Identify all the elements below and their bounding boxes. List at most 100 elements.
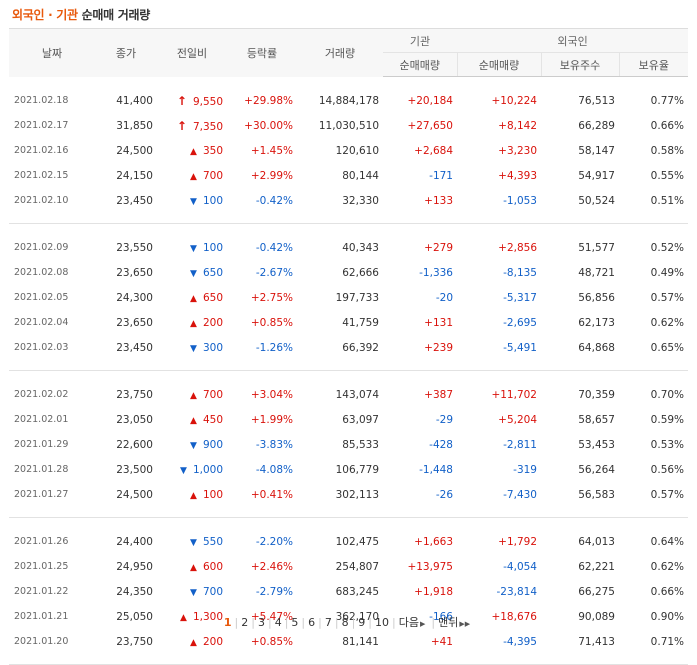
foreign-net-cell: +1,792: [498, 535, 537, 548]
table-row: 2021.01.26 24,400 ▼ 550 -2.20% 102,475 +1,663 +…: [9, 529, 688, 554]
table-row: 2021.01.29 22,600 ▼ 900 -3.83% 85,533 -428 -2,8…: [9, 432, 688, 457]
change-cell: ▲ 100: [157, 482, 227, 507]
close-cell: 24,350: [116, 585, 153, 598]
volume-cell: 197,733: [335, 291, 379, 304]
volume-cell: 14,884,178: [318, 94, 379, 107]
holdings-cell: 48,721: [578, 266, 615, 279]
page-link-3[interactable]: 3: [257, 616, 265, 629]
divider-cell: [9, 360, 689, 371]
table-row: 2021.02.15 24,150 ▲ 700 +2.99% 80,144 -171 +4,3…: [9, 163, 688, 188]
up-triangle-icon: ▲: [190, 390, 197, 401]
next-label: 다음: [398, 616, 419, 629]
holdings-cell: 50,524: [578, 194, 615, 207]
table-row: 2021.02.02 23,750 ▲ 700 +3.04% 143,074 +387 +11…: [9, 382, 688, 407]
table-row: 2021.02.05 24,300 ▲ 650 +2.75% 197,733 -20 -5,3…: [9, 285, 688, 310]
volume-cell: 85,533: [342, 438, 379, 451]
holdings-cell: 58,147: [578, 144, 615, 157]
last-button[interactable]: 맨뒤▶▶: [438, 614, 473, 630]
date-cell: 2021.01.25: [14, 561, 69, 572]
page-separator: |: [234, 616, 239, 629]
page-separator: |: [284, 616, 289, 629]
rate-cell: +1.99%: [250, 413, 293, 426]
close-cell: 23,750: [116, 635, 153, 648]
change-value: 9,550: [192, 95, 223, 108]
change-cell: ▼ 900: [157, 432, 227, 457]
header-change: 전일비: [157, 28, 227, 77]
group-divider: [9, 654, 689, 665]
institution-net-cell: +20,184: [407, 94, 453, 107]
foreign-net-cell: -2,695: [503, 316, 537, 329]
page-link-7[interactable]: 7: [324, 616, 332, 629]
date-cell: 2021.01.22: [14, 586, 69, 597]
holdings-cell: 51,577: [578, 241, 615, 254]
change-value: 100: [202, 194, 223, 207]
down-triangle-icon: ▼: [190, 587, 197, 598]
spacer-cell: [9, 77, 688, 89]
foreign-net-cell: +18,676: [491, 610, 537, 623]
close-cell: 23,750: [116, 388, 153, 401]
institution-net-cell: +13,975: [407, 560, 453, 573]
change-cell: ▲ 600: [157, 554, 227, 579]
ratio-cell: 0.62%: [650, 560, 685, 573]
close-cell: 23,450: [116, 341, 153, 354]
ratio-cell: 0.66%: [650, 119, 685, 132]
holdings-cell: 56,264: [578, 463, 615, 476]
page-separator: |: [368, 616, 372, 629]
change-value: 650: [202, 291, 223, 304]
change-cell: ↑ 7,350: [157, 113, 227, 138]
ratio-cell: 0.58%: [650, 144, 685, 157]
change-value: 650: [202, 266, 223, 279]
up-triangle-icon: ▲: [190, 415, 197, 426]
change-value: 550: [202, 535, 223, 548]
close-cell: 25,050: [116, 610, 153, 623]
close-cell: 23,050: [116, 413, 153, 426]
change-cell: ▼ 550: [157, 529, 227, 554]
holdings-cell: 56,856: [578, 291, 615, 304]
group-spacer: [9, 224, 688, 236]
rate-cell: +29.98%: [244, 94, 293, 107]
volume-cell: 66,392: [342, 341, 379, 354]
holdings-cell: 58,657: [578, 413, 615, 426]
change-cell: ▲ 650: [157, 285, 227, 310]
change-value: 450: [202, 413, 223, 426]
ratio-cell: 0.65%: [650, 341, 685, 354]
group-divider: [9, 360, 689, 371]
page-link-2[interactable]: 2: [241, 616, 249, 629]
rate-cell: -2.20%: [255, 535, 293, 548]
header-close: 종가: [95, 28, 157, 77]
date-cell: 2021.01.29: [14, 439, 69, 450]
close-cell: 24,400: [116, 535, 153, 548]
holdings-cell: 62,173: [578, 316, 615, 329]
rate-cell: +0.85%: [250, 635, 293, 648]
table-row: 2021.02.16 24,500 ▲ 350 +1.45% 120,610 +2,684 +…: [9, 138, 688, 163]
holdings-cell: 66,289: [578, 119, 615, 132]
holdings-cell: 71,413: [578, 635, 615, 648]
down-triangle-icon: ▼: [190, 343, 197, 354]
foreign-net-cell: +5,204: [498, 413, 537, 426]
holdings-cell: 64,013: [578, 535, 615, 548]
change-value: 350: [202, 144, 223, 157]
down-triangle-icon: ▼: [190, 440, 197, 451]
ratio-cell: 0.56%: [650, 463, 685, 476]
close-cell: 24,500: [116, 488, 153, 501]
ratio-cell: 0.57%: [650, 291, 685, 304]
table-body: 2021.02.18 41,400 ↑ 9,550 +29.98% 14,884,178 +…: [9, 77, 689, 665]
page-link-1[interactable]: 1: [223, 616, 232, 629]
page-link-8[interactable]: 8: [341, 616, 349, 629]
page-link-4[interactable]: 4: [274, 616, 282, 629]
change-cell: ▼ 300: [157, 335, 227, 360]
next-button[interactable]: 다음▶: [399, 614, 429, 630]
date-cell: 2021.02.16: [14, 145, 69, 156]
institution-net-cell: +1,918: [414, 585, 453, 598]
institution-net-cell: -166: [429, 610, 453, 623]
page-link-9[interactable]: 9: [358, 616, 366, 629]
page-link-6[interactable]: 6: [308, 616, 316, 629]
ratio-cell: 0.70%: [650, 388, 685, 401]
page-link-5[interactable]: 5: [291, 616, 299, 629]
date-cell: 2021.01.27: [14, 489, 69, 500]
volume-cell: 102,475: [335, 535, 379, 548]
institution-net-cell: +133: [424, 194, 453, 207]
page-link-10[interactable]: 10: [375, 616, 389, 629]
table-row: 2021.02.10 23,450 ▼ 100 -0.42% 32,330 +133 -1,0…: [9, 188, 688, 213]
date-cell: 2021.02.10: [14, 195, 69, 206]
